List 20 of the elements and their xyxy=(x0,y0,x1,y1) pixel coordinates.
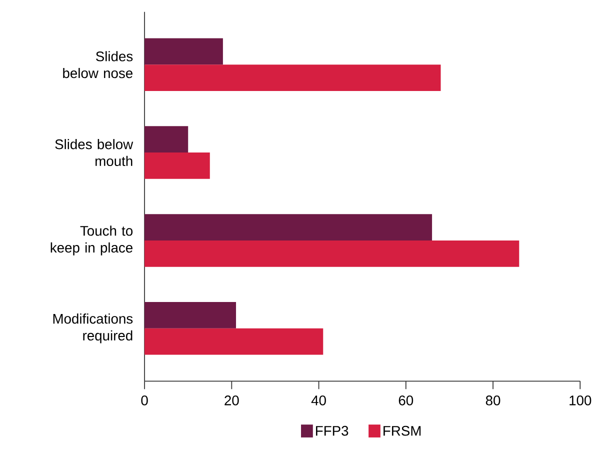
x-tick-label: 60 xyxy=(398,395,414,406)
x-tick-label: 40 xyxy=(311,395,326,406)
bar xyxy=(144,152,210,179)
x-tick-label: 0 xyxy=(141,395,148,406)
bar xyxy=(144,214,432,240)
legend-label: FFP3 xyxy=(316,426,348,436)
y-tick-label: Slides below nose xyxy=(63,50,133,78)
bar xyxy=(144,302,236,328)
x-tick-label: 80 xyxy=(486,395,500,406)
bar xyxy=(144,126,188,152)
bar xyxy=(144,38,223,64)
legend-label: FRSM xyxy=(384,426,421,436)
y-tick-label: Slides below mouth xyxy=(55,138,134,166)
y-tick-label: Modifications required xyxy=(53,313,133,344)
x-tick-label: 100 xyxy=(570,395,592,406)
bar xyxy=(144,64,441,91)
y-tick-label: Touch to keep in place xyxy=(50,225,133,256)
bar xyxy=(144,328,324,355)
x-tick-label: 20 xyxy=(224,395,239,406)
bar xyxy=(144,240,520,267)
